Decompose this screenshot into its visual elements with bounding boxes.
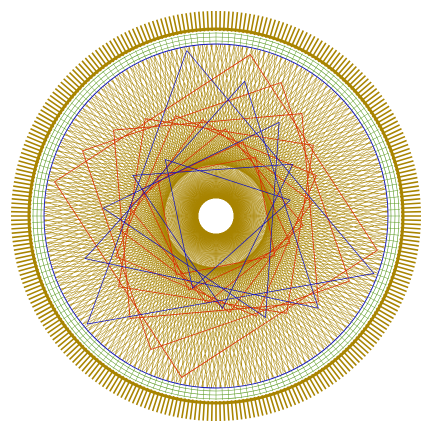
red-squares [54,54,378,378]
green-ticks [32,32,400,400]
blue-triangles [84,50,375,325]
outer-spikes [11,11,421,421]
spike-base [27,27,405,405]
chords-inner [43,43,389,389]
